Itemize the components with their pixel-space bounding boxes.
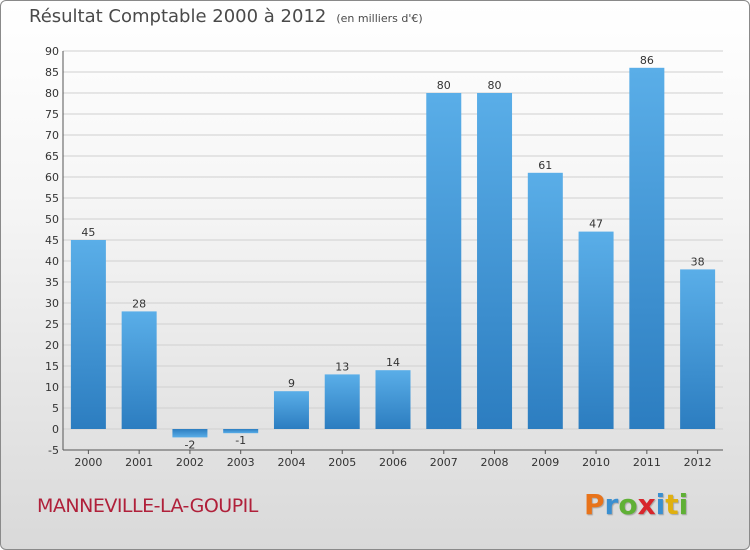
x-tick-label: 2007 — [430, 456, 458, 469]
y-tick-label: 20 — [45, 339, 59, 352]
bar — [527, 172, 563, 430]
y-tick-label: 70 — [45, 129, 59, 142]
x-tick-label: 2001 — [125, 456, 153, 469]
bar — [273, 391, 309, 429]
bar — [324, 374, 360, 429]
logo-letter: r — [604, 488, 619, 521]
y-tick-label: 85 — [45, 66, 59, 79]
bar — [578, 231, 614, 429]
labels-layer: -5 0 5 10 15 20 25 30 35 40 45 50 55 60 65 70 75 80 85 90 45… — [45, 45, 712, 469]
bar-value-label: 80 — [437, 79, 451, 92]
y-tick-label: 0 — [52, 423, 59, 436]
bar-value-label: 14 — [386, 356, 400, 369]
x-tick-label: 2006 — [379, 456, 407, 469]
bar-value-label: 47 — [589, 218, 603, 231]
y-tick-label: 15 — [45, 360, 59, 373]
y-tick-label: 75 — [45, 108, 59, 121]
x-tick-label: 2012 — [684, 456, 712, 469]
x-tick-label: 2004 — [277, 456, 305, 469]
bar-value-label: -2 — [184, 438, 195, 451]
chart-subtitle: (en milliers d'€) — [336, 12, 423, 25]
bar-value-label: 45 — [81, 226, 95, 239]
x-tick-label: 2011 — [633, 456, 661, 469]
bar — [629, 67, 665, 430]
bar-value-label: 38 — [691, 255, 705, 268]
y-tick-label: 40 — [45, 255, 59, 268]
bar-value-label: 28 — [132, 297, 146, 310]
logo-letter: i — [655, 488, 666, 521]
chart-title: Résultat Comptable 2000 à 2012 (en millie… — [29, 6, 423, 27]
bar-value-label: 61 — [538, 159, 552, 172]
proxiti-logo[interactable]: Proxiti — [584, 488, 688, 521]
x-tick-label: 2003 — [227, 456, 255, 469]
bar — [477, 93, 513, 429]
bars-layer — [70, 67, 716, 438]
logo-letter: i — [678, 488, 689, 521]
x-tick-label: 2000 — [74, 456, 102, 469]
bar-value-label: 80 — [488, 79, 502, 92]
y-tick-label: 50 — [45, 213, 59, 226]
y-tick-label: 65 — [45, 150, 59, 163]
x-tick-label: 2010 — [582, 456, 610, 469]
x-tick-label: 2005 — [328, 456, 356, 469]
logo-letter: t — [665, 488, 679, 521]
y-tick-label: 5 — [52, 402, 59, 415]
x-tick-label: 2009 — [531, 456, 559, 469]
bar-value-label: -1 — [235, 434, 246, 447]
y-tick-label: 25 — [45, 318, 59, 331]
bar — [172, 429, 208, 438]
y-tick-label: 90 — [45, 45, 59, 58]
bar — [680, 269, 716, 429]
y-tick-label: 45 — [45, 234, 59, 247]
bar — [426, 93, 462, 429]
y-tick-label: 80 — [45, 87, 59, 100]
bar — [121, 311, 157, 429]
logo-letter: o — [618, 488, 638, 521]
y-tick-label: 10 — [45, 381, 59, 394]
bar — [70, 240, 106, 429]
y-tick-label: -5 — [48, 444, 59, 457]
bar — [375, 370, 411, 429]
bar-value-label: 86 — [640, 54, 654, 67]
logo-letter: x — [637, 488, 656, 521]
bar-value-label: 9 — [288, 377, 295, 390]
bar — [223, 429, 259, 434]
logo-letter: P — [584, 488, 605, 521]
x-tick-label: 2008 — [481, 456, 509, 469]
x-tick-label: 2002 — [176, 456, 204, 469]
y-tick-label: 60 — [45, 171, 59, 184]
y-tick-label: 30 — [45, 297, 59, 310]
commune-name: MANNEVILLE-LA-GOUPIL — [37, 495, 258, 517]
y-tick-label: 55 — [45, 192, 59, 205]
y-tick-label: 35 — [45, 276, 59, 289]
title-text: Résultat Comptable 2000 à 2012 — [29, 6, 327, 27]
bar-value-label: 13 — [335, 360, 349, 373]
